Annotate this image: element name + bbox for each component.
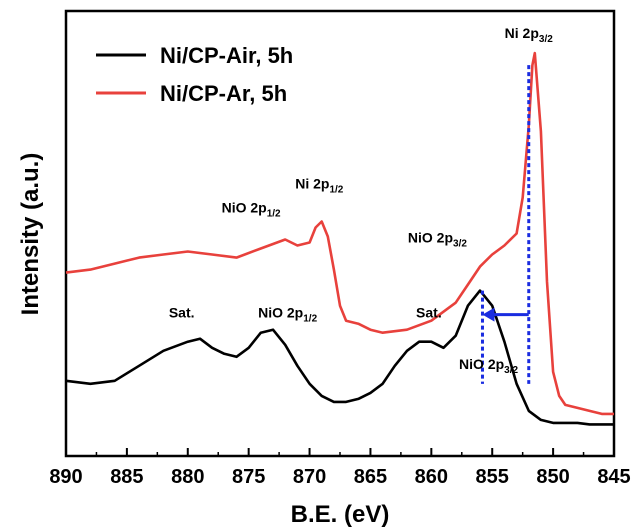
peak-annotation: NiO 2p1/2 [258,305,317,325]
x-tick-label: 855 [476,466,509,488]
peak-annotation: Sat. [416,305,442,321]
legend: Ni/CP-Air, 5h Ni/CP-Ar, 5h [96,43,293,106]
x-tick-label: 865 [354,466,387,488]
x-ticks: 890 885 880 875 870 865 860 855 850 845 [49,448,631,488]
x-tick-label: 875 [232,466,265,488]
series-line-ar [65,51,614,416]
marker-layer [480,65,531,384]
series-layer [65,51,614,426]
x-tick-label: 845 [597,466,630,488]
x-axis-title: B.E. (eV) [291,501,390,528]
peak-annotation: Ni 2p3/2 [505,25,554,45]
x-tick-label: 850 [536,466,569,488]
y-axis-title: Intensity (a.u.) [17,153,44,316]
x-tick-label: 880 [171,466,204,488]
peak-annotation: NiO 2p3/2 [408,230,467,250]
series-line-air [65,289,614,426]
peak-annotation: Sat. [169,305,195,321]
annotations-layer: Ni 2p3/2 Ni 2p1/2 NiO 2p1/2 NiO 2p3/2 Sat. Ni… [169,25,553,376]
x-tick-label: 890 [49,466,82,488]
shift-arrow-head [482,307,495,322]
x-tick-label: 885 [110,466,143,488]
legend-label-air: Ni/CP-Air, 5h [160,43,293,68]
x-tick-label: 860 [415,466,448,488]
peak-annotation: NiO 2p1/2 [222,199,281,219]
peak-annotation: Ni 2p1/2 [295,175,344,195]
legend-label-ar: Ni/CP-Ar, 5h [160,81,287,106]
x-tick-label: 870 [293,466,326,488]
peak-annotation: NiO 2p3/2 [459,356,518,376]
